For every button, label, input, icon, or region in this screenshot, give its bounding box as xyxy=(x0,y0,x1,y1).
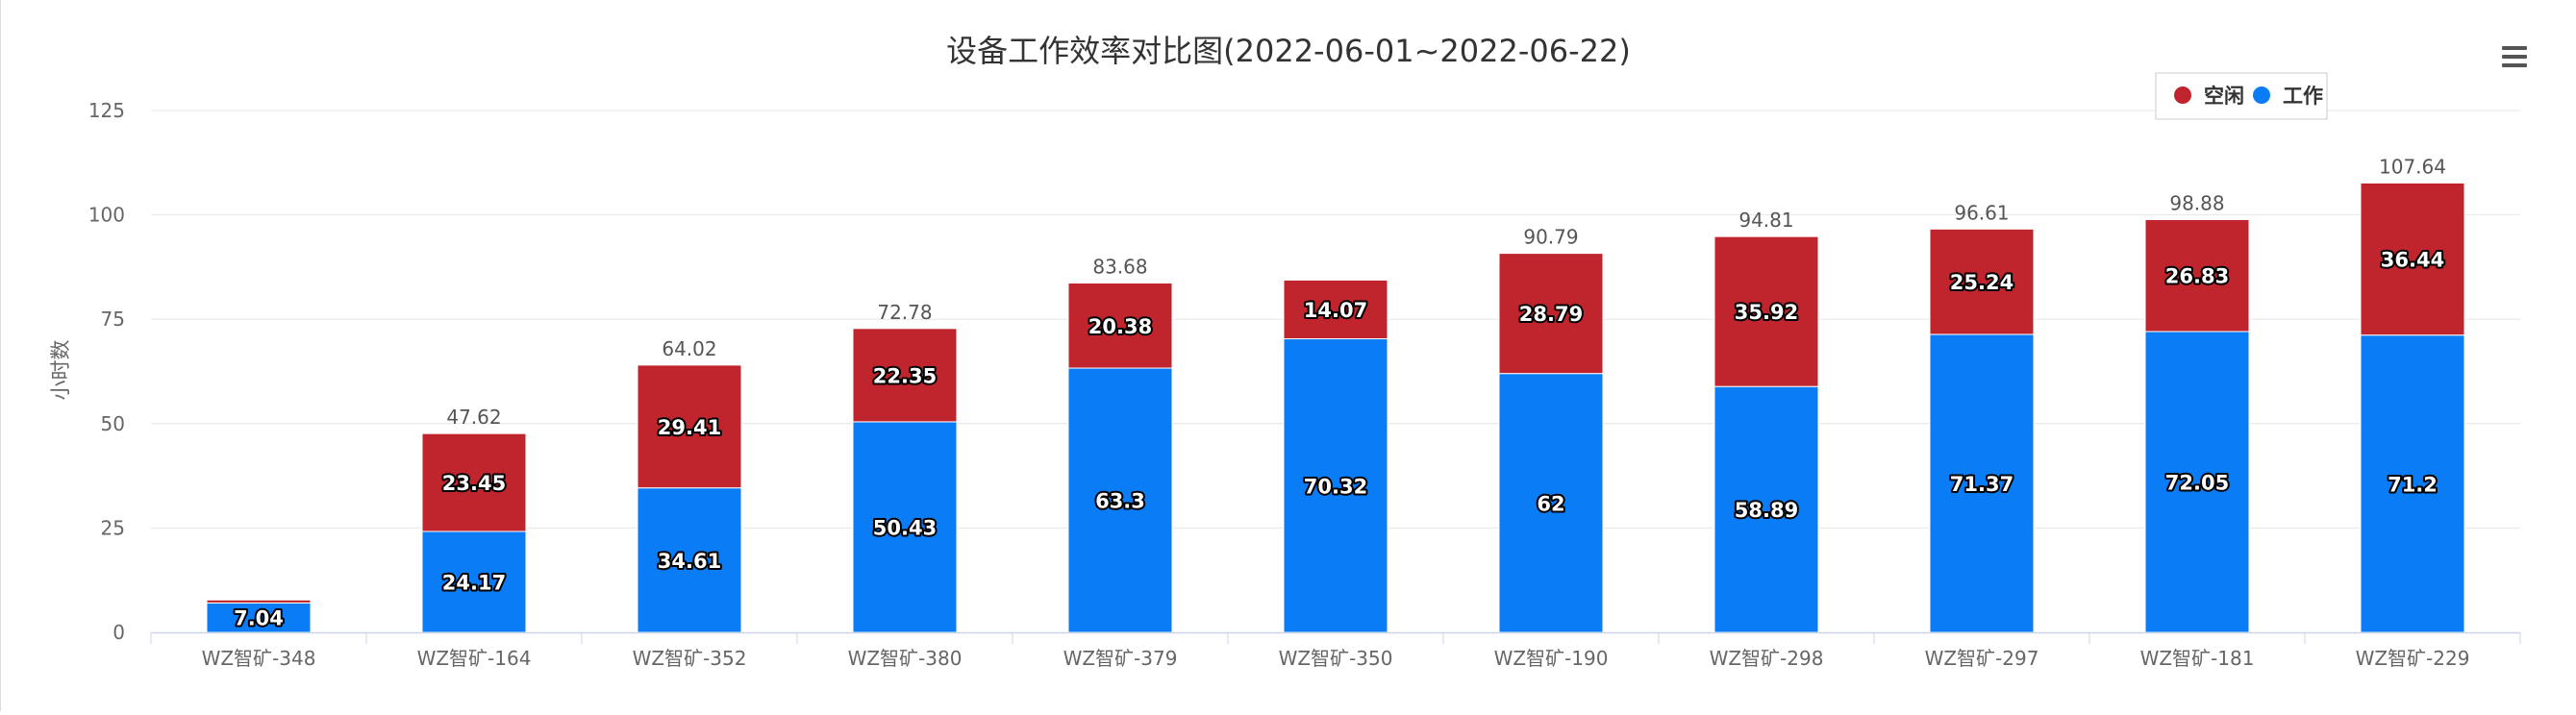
idle-value-label: 14.07 xyxy=(1304,299,1367,322)
idle-value-label: 26.83 xyxy=(2165,265,2229,288)
work-value-label: 71.37 xyxy=(1950,473,2013,496)
legend-idle-marker xyxy=(2174,86,2191,104)
bar-idle-segment[interactable] xyxy=(1283,279,1388,340)
x-tick-label: WZ智矿-350 xyxy=(1279,647,1393,670)
work-value-label: 34.61 xyxy=(658,550,721,573)
y-tick-label: 0 xyxy=(113,621,125,644)
work-value-label: 50.43 xyxy=(873,516,937,539)
idle-value-label: 35.92 xyxy=(1735,301,1798,324)
bar-idle-segment[interactable] xyxy=(637,364,742,489)
bar-idle-segment[interactable] xyxy=(1067,282,1173,369)
y-tick-label: 125 xyxy=(88,99,125,122)
bar-work-segment[interactable] xyxy=(1067,367,1173,633)
legend: 空闲 工作 xyxy=(2155,72,2328,120)
total-value-label: 83.68 xyxy=(1092,255,1147,278)
x-tick-label: WZ智矿-298 xyxy=(1710,647,1824,670)
data-labels: 7.04 24.17 23.45 47.62 34.61 29.41 64.02 50.43 2… xyxy=(232,155,2446,631)
total-value-label: 96.61 xyxy=(1954,201,2009,224)
y-tick-label: 100 xyxy=(88,204,125,227)
x-tick-label: WZ智矿-379 xyxy=(1063,647,1178,670)
bar-idle-segment[interactable] xyxy=(852,328,958,423)
work-value-label: 62 xyxy=(1537,492,1564,515)
y-tick-label: 50 xyxy=(101,412,125,435)
bar-work-segment[interactable] xyxy=(852,421,958,633)
work-value-label: 71.2 xyxy=(2388,473,2438,496)
legend-item-idle[interactable]: 空闲 xyxy=(2174,85,2244,108)
x-tick-label: WZ智矿-190 xyxy=(1494,647,1609,670)
chart-title: 设备工作效率对比图(2022-06-01~2022-06-22) xyxy=(946,33,1631,69)
bar-work-segment[interactable] xyxy=(1929,333,2035,633)
legend-work-marker xyxy=(2253,86,2270,104)
total-value-label: 64.02 xyxy=(662,337,716,360)
total-value-label: 47.62 xyxy=(446,406,501,429)
x-tick-label: WZ智矿-229 xyxy=(2356,647,2470,670)
bar-idle-segment[interactable] xyxy=(2144,218,2250,333)
work-value-label: 7.04 xyxy=(234,607,284,630)
total-value-label: 98.88 xyxy=(2169,191,2224,214)
idle-value-label: 23.45 xyxy=(442,472,506,495)
bar-work-segment[interactable] xyxy=(1498,373,1604,633)
y-tick-label: 25 xyxy=(101,516,125,539)
bar-idle-segment[interactable] xyxy=(1929,228,2035,335)
bar-work-segment[interactable] xyxy=(1713,385,1819,633)
x-tick-label: WZ智矿-181 xyxy=(2140,647,2255,670)
y-axis-ticks: 0 25 50 75 100 125 xyxy=(88,99,125,644)
x-tick-label: WZ智矿-164 xyxy=(417,647,532,670)
x-tick-label: WZ智矿-380 xyxy=(848,647,963,670)
y-tick-label: 75 xyxy=(101,308,125,331)
bar-idle-segment[interactable] xyxy=(206,599,312,604)
total-value-label: 94.81 xyxy=(1738,209,1793,232)
total-value-label: 107.64 xyxy=(2379,155,2446,178)
bar-idle-segment[interactable] xyxy=(421,432,527,532)
bar-work-segment[interactable] xyxy=(2144,331,2250,633)
x-axis: WZ智矿-348 WZ智矿-164 WZ智矿-352 WZ智矿-380 WZ智矿-379… xyxy=(150,631,2521,670)
bar-idle-segment[interactable] xyxy=(1713,235,1819,387)
legend-item-work[interactable]: 工作 xyxy=(2253,85,2323,108)
bar-work-segment[interactable] xyxy=(206,602,312,633)
work-value-label: 58.89 xyxy=(1735,499,1798,522)
idle-value-label: 20.38 xyxy=(1088,315,1152,338)
work-value-label: 70.32 xyxy=(1304,475,1367,498)
idle-value-label: 36.44 xyxy=(2381,249,2444,272)
total-value-label: 72.78 xyxy=(877,301,932,324)
legend-idle-label: 空闲 xyxy=(2204,85,2244,108)
idle-value-label: 22.35 xyxy=(873,364,937,387)
x-tick-label: WZ智矿-348 xyxy=(202,647,316,670)
bar-idle-segment[interactable] xyxy=(2360,182,2465,336)
x-tick-label: WZ智矿-297 xyxy=(1925,647,2039,670)
work-value-label: 63.3 xyxy=(1095,490,1145,513)
bar-idle-segment[interactable] xyxy=(1498,253,1604,375)
idle-value-label: 29.41 xyxy=(658,416,721,439)
idle-value-label: 25.24 xyxy=(1950,271,2013,294)
bars xyxy=(206,182,2465,633)
work-value-label: 24.17 xyxy=(442,572,506,595)
bar-work-segment[interactable] xyxy=(421,530,527,633)
legend-work-label: 工作 xyxy=(2283,85,2323,108)
bar-work-segment[interactable] xyxy=(637,487,742,633)
y-axis-title: 小时数 xyxy=(49,340,72,401)
total-value-label: 90.79 xyxy=(1523,226,1578,249)
work-value-label: 72.05 xyxy=(2165,472,2229,495)
bar-work-segment[interactable] xyxy=(2360,334,2465,633)
x-tick-label: WZ智矿-352 xyxy=(633,647,747,670)
hamburger-menu-icon[interactable] xyxy=(2498,42,2531,73)
idle-value-label: 28.79 xyxy=(1519,303,1583,326)
